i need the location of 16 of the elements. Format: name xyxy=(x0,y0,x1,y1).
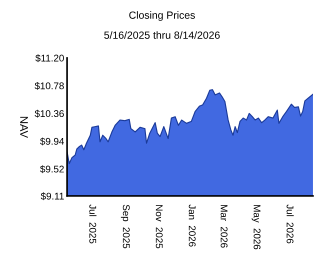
x-tick-label: May 2026 xyxy=(252,205,261,250)
y-tick-label: $11.20 xyxy=(35,54,64,62)
x-tick-label: Mar 2026 xyxy=(220,205,228,248)
x-tick-label: Jul 2026 xyxy=(286,204,294,244)
y-tick-label: $9.94 xyxy=(40,137,64,146)
y-tick-label: $10.36 xyxy=(34,110,64,118)
y-tick-label: $10.78 xyxy=(34,82,64,90)
x-tick-label: Nov 2025 xyxy=(156,205,163,248)
chart-subtitle: 5/16/2025 thru 8/14/2026 xyxy=(104,31,220,39)
chart-title: Closing Prices xyxy=(129,11,195,21)
x-tick-label: Jul 2025 xyxy=(89,204,96,244)
x-tick-label: Jan 2026 xyxy=(188,204,196,247)
y-axis-title: NAV xyxy=(20,116,28,138)
y-tick-label: $9.52 xyxy=(40,165,64,174)
x-tick-label: Sep 2025 xyxy=(120,204,130,248)
y-tick-label: $9.11 xyxy=(40,192,64,200)
